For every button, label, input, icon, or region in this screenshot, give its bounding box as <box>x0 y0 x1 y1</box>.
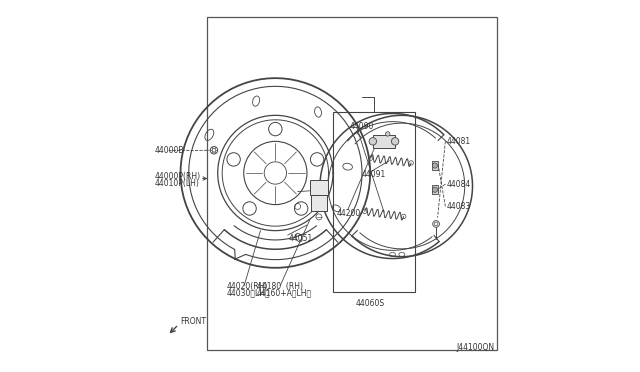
Bar <box>431 185 438 194</box>
Text: 44160+A〈LH〉: 44160+A〈LH〉 <box>257 288 312 297</box>
Circle shape <box>385 132 390 136</box>
Text: FRONT: FRONT <box>180 317 207 326</box>
Text: 44091: 44091 <box>362 170 386 179</box>
Bar <box>312 195 327 211</box>
Text: 44051: 44051 <box>289 234 312 243</box>
Text: 44200: 44200 <box>337 209 361 218</box>
Text: 44000B: 44000B <box>154 146 184 155</box>
Text: 44083: 44083 <box>447 202 471 211</box>
Text: 44030〈LH〉: 44030〈LH〉 <box>227 288 270 297</box>
Text: 44000P(RH): 44000P(RH) <box>154 172 200 181</box>
Text: 44090: 44090 <box>349 122 374 131</box>
Circle shape <box>392 138 399 145</box>
Bar <box>431 161 438 170</box>
Circle shape <box>369 138 376 145</box>
Bar <box>333 112 415 292</box>
Text: 44010P(LH): 44010P(LH) <box>154 179 199 187</box>
Bar <box>373 135 395 148</box>
Bar <box>207 17 497 350</box>
Text: 44060S: 44060S <box>356 299 385 308</box>
Text: 44180  (RH): 44180 (RH) <box>257 282 303 291</box>
Text: 44081: 44081 <box>447 137 470 146</box>
Text: J44100QN: J44100QN <box>456 343 494 352</box>
Text: 44020(RH): 44020(RH) <box>227 282 268 291</box>
Text: 44084: 44084 <box>447 180 471 189</box>
Bar <box>310 180 328 195</box>
Circle shape <box>433 187 438 192</box>
Circle shape <box>433 163 438 168</box>
